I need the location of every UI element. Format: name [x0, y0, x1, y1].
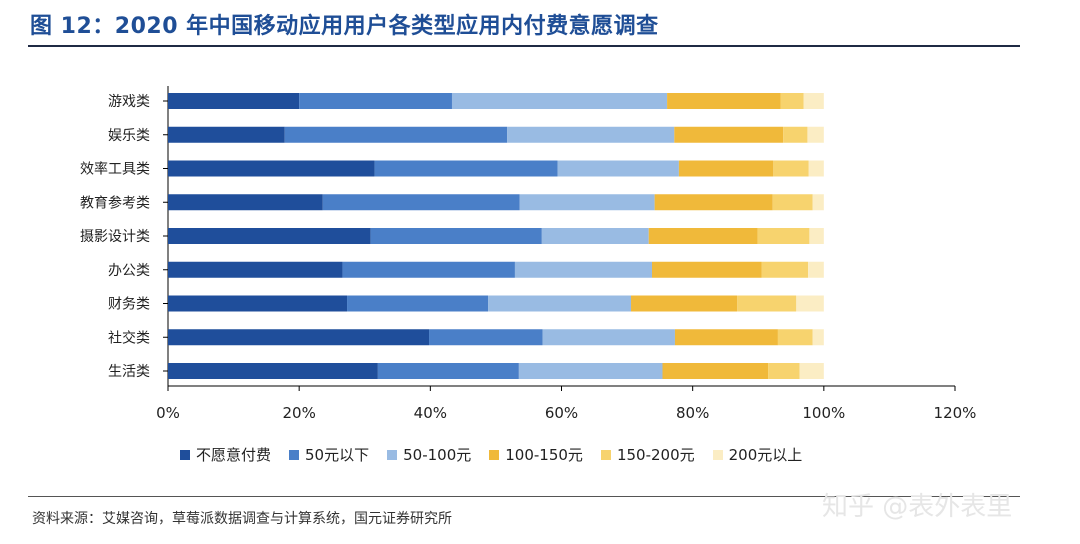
legend-swatch [387, 449, 398, 460]
bar-segment [777, 329, 813, 346]
bar-segment [168, 261, 343, 278]
bar-segment [772, 194, 813, 211]
bar-segment [168, 228, 371, 244]
x-tick-label: 100% [802, 404, 845, 422]
bar-segment [796, 295, 824, 312]
x-tick-label: 60% [545, 404, 578, 422]
bar-segment [783, 126, 808, 143]
bar-segment [542, 329, 675, 346]
legend-swatch [489, 449, 500, 460]
legend-label: 100-150元 [505, 446, 583, 464]
bar-segment [803, 93, 824, 109]
bar-segment [168, 126, 285, 143]
bar-segment [374, 160, 558, 177]
x-tick-label: 20% [282, 404, 315, 422]
x-tick-label: 40% [414, 404, 447, 422]
bar-segment [557, 160, 679, 177]
bar-segment [678, 160, 774, 177]
bar-segment [809, 228, 824, 244]
bar-segment [812, 329, 824, 346]
bar-segment [322, 194, 520, 211]
watermark: 知乎 @表外表里 [822, 492, 1013, 522]
chart-legend: 不愿意付费 50元以下 50-100元 100-150元 150-200元 200元以上 [180, 444, 820, 465]
category-label: 游戏类 [108, 94, 150, 110]
bar-segment [519, 194, 655, 211]
legend-label: 50元以下 [305, 446, 370, 464]
legend-item: 不愿意付费 [180, 444, 271, 465]
bar-segment [780, 93, 804, 109]
bar-segment [812, 194, 824, 211]
bar-segment [168, 295, 348, 312]
legend-item: 150-200元 [600, 444, 695, 465]
bar-segment [737, 295, 797, 312]
bar-segment [631, 295, 738, 312]
x-tick-label: 0% [156, 404, 180, 422]
bar-segment [347, 295, 489, 312]
bar-segment [299, 93, 452, 109]
legend-label: 200元以上 [728, 446, 803, 464]
category-label: 效率工具类 [80, 161, 150, 178]
bar-segment [667, 93, 781, 109]
chart-title: 图 12：2020 年中国移动应用用户各类型应用内付费意愿调查 [30, 14, 659, 39]
bar-segment [168, 329, 430, 346]
category-label: 社交类 [108, 329, 150, 346]
bar-segment [168, 194, 323, 211]
bar-segment [652, 261, 762, 278]
bar-segment [807, 126, 824, 143]
bar-segment [757, 228, 810, 244]
legend-item: 200元以上 [712, 444, 803, 465]
bar-segment [768, 363, 800, 379]
bar-segment [168, 160, 375, 177]
legend-label: 50-100元 [403, 446, 472, 464]
bar-segment [451, 93, 668, 109]
bar-segment [808, 261, 824, 278]
legend-swatch [289, 449, 300, 460]
bar-segment [662, 363, 769, 379]
category-label: 生活类 [108, 364, 150, 380]
legend-item: 50元以下 [289, 444, 369, 465]
title-divider [28, 45, 1020, 47]
category-label: 摄影设计类 [80, 229, 150, 245]
bar-segment [507, 126, 675, 143]
legend-swatch [600, 449, 611, 460]
bar-segment [377, 363, 519, 379]
source-note: 资料来源：艾媒咨询，草莓派数据调查与计算系统，国元证券研究所 [32, 511, 452, 527]
bar-segment [808, 160, 824, 177]
bar-segment [370, 228, 542, 244]
footer-divider [28, 496, 1020, 497]
bar-segment [773, 160, 809, 177]
chart-canvas: 0% 20% 40% 60% 80% 100% 120% 游戏类娱乐类效率工具类教育参考类摄影… [80, 86, 977, 422]
category-label: 娱乐类 [108, 128, 150, 144]
bar-segment [514, 261, 653, 278]
bar-segment [518, 363, 663, 379]
legend-swatch [180, 449, 190, 460]
category-label: 教育参考类 [80, 194, 150, 211]
bar-segment [342, 261, 515, 278]
bar-segment [654, 194, 773, 211]
category-label: 办公类 [108, 263, 150, 279]
legend-label: 150-200元 [616, 446, 695, 464]
bar-segment [168, 93, 300, 109]
bar-segment [799, 363, 824, 379]
legend-item: 50-100元 [387, 444, 471, 465]
bar-segment [648, 228, 758, 244]
bar-segment [168, 363, 378, 379]
bar-segment [674, 329, 778, 346]
legend-item: 100-150元 [489, 444, 583, 465]
bar-segment [541, 228, 649, 244]
legend-label: 不愿意付费 [196, 446, 272, 464]
bar-segment [674, 126, 784, 143]
category-label: 财务类 [108, 297, 150, 313]
bar-segment [761, 261, 809, 278]
x-tick-label: 80% [676, 404, 709, 422]
x-tick-label: 120% [934, 404, 977, 422]
bar-segment [429, 329, 543, 346]
bar-segment [284, 126, 508, 143]
legend-swatch [712, 449, 723, 460]
bar-segment [488, 295, 632, 312]
